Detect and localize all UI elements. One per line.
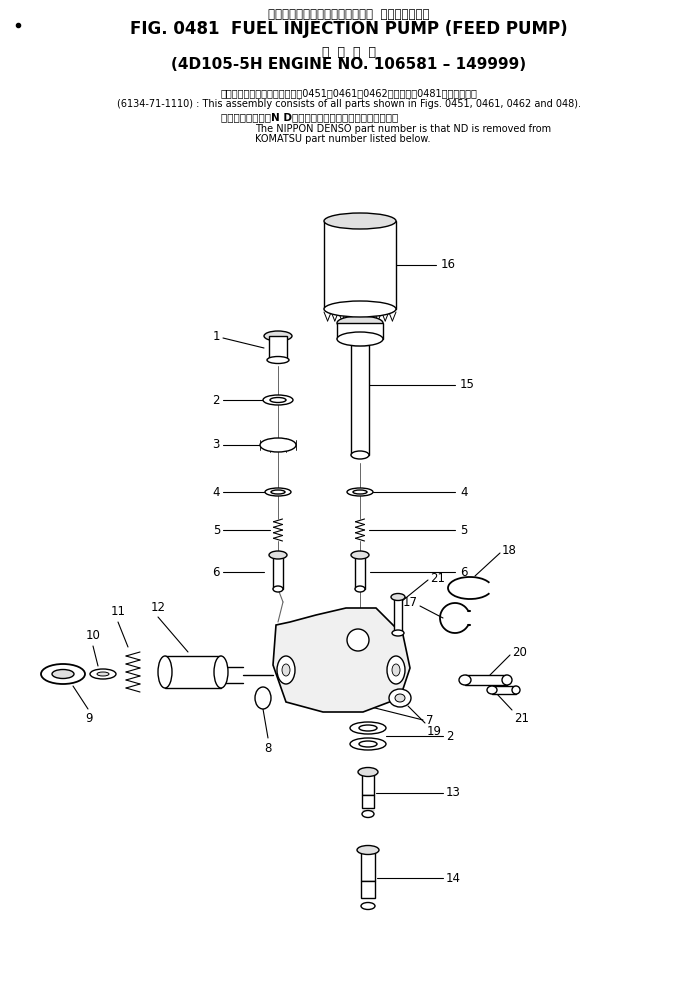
Ellipse shape (324, 213, 396, 229)
Ellipse shape (358, 767, 378, 777)
Ellipse shape (214, 656, 228, 688)
Ellipse shape (359, 725, 377, 731)
Ellipse shape (392, 664, 400, 676)
Bar (361, 881, 375, 898)
Ellipse shape (355, 586, 365, 592)
Ellipse shape (158, 656, 172, 688)
Bar (465, 675, 507, 685)
Ellipse shape (97, 672, 109, 676)
Text: FIG. 0481  FUEL INJECTION PUMP (FEED PUMP): FIG. 0481 FUEL INJECTION PUMP (FEED PUMP… (130, 20, 568, 38)
Ellipse shape (351, 451, 369, 459)
Ellipse shape (265, 488, 291, 496)
Ellipse shape (357, 845, 379, 854)
Text: KOMATSU part number listed below.: KOMATSU part number listed below. (255, 134, 431, 144)
Ellipse shape (41, 664, 85, 684)
Ellipse shape (324, 301, 396, 317)
Polygon shape (273, 608, 410, 712)
Ellipse shape (52, 670, 74, 679)
Text: 20: 20 (512, 646, 527, 659)
Text: 9: 9 (85, 712, 93, 725)
Bar (362, 772, 374, 795)
Text: 5: 5 (212, 523, 220, 536)
Text: 5: 5 (460, 523, 468, 536)
Bar (361, 850, 375, 881)
Ellipse shape (487, 686, 497, 694)
Ellipse shape (267, 357, 289, 364)
Ellipse shape (350, 738, 386, 750)
Bar (324, 221, 396, 309)
Text: 2: 2 (212, 393, 220, 406)
Text: 4: 4 (460, 486, 468, 498)
Ellipse shape (359, 741, 377, 747)
Text: このアセンブリの構成部品は第0451，0461，0462図および第0481図を見ます。: このアセンブリの構成部品は第0451，0461，0462図および第0481図を見… (221, 88, 477, 98)
Text: 8: 8 (264, 742, 272, 755)
Ellipse shape (337, 332, 383, 346)
Ellipse shape (264, 331, 292, 341)
Ellipse shape (502, 675, 512, 685)
Text: 品番のメーカ記号N Dを除いたものが日本電装の品番です。: 品番のメーカ記号N Dを除いたものが日本電装の品番です。 (222, 112, 398, 122)
Text: 12: 12 (150, 601, 166, 614)
Ellipse shape (387, 656, 405, 684)
Text: 3: 3 (212, 438, 220, 452)
Ellipse shape (362, 811, 374, 818)
Ellipse shape (350, 722, 386, 734)
Ellipse shape (255, 687, 271, 709)
Bar (394, 597, 402, 633)
Bar (273, 555, 283, 589)
Bar (337, 323, 383, 339)
Ellipse shape (389, 689, 411, 707)
Ellipse shape (270, 397, 286, 402)
Text: フェエルインジェクションボンプ  フィードボンプ: フェエルインジェクションボンプ フィードボンプ (268, 8, 430, 21)
Ellipse shape (361, 903, 375, 910)
Text: 4: 4 (212, 486, 220, 498)
Text: 2: 2 (446, 729, 454, 742)
Text: The NIPPON DENSO part number is that ND is removed from: The NIPPON DENSO part number is that ND … (255, 124, 551, 134)
Text: 16: 16 (441, 259, 456, 272)
Text: 6: 6 (212, 566, 220, 579)
Bar (355, 555, 365, 589)
Text: 6: 6 (460, 566, 468, 579)
Text: 14: 14 (446, 871, 461, 885)
Ellipse shape (391, 594, 405, 601)
Text: 21: 21 (430, 572, 445, 585)
Ellipse shape (351, 551, 369, 559)
Ellipse shape (347, 488, 373, 496)
Text: 18: 18 (502, 543, 517, 557)
Ellipse shape (459, 675, 471, 685)
Ellipse shape (263, 395, 293, 405)
Text: 13: 13 (446, 787, 461, 800)
Bar (165, 656, 221, 688)
Text: (6134-71-1110) : This assembly consists of all parts shown in Figs. 0451, 0461, : (6134-71-1110) : This assembly consists … (117, 99, 581, 109)
Text: 15: 15 (460, 379, 475, 391)
Ellipse shape (395, 694, 405, 702)
Ellipse shape (392, 630, 404, 636)
Ellipse shape (282, 664, 290, 676)
Text: 10: 10 (85, 629, 101, 642)
Ellipse shape (90, 669, 116, 679)
Bar (362, 795, 374, 808)
Text: 7: 7 (426, 714, 433, 726)
Text: 17: 17 (403, 597, 418, 609)
Text: 11: 11 (110, 605, 126, 618)
Bar (351, 345, 369, 455)
Text: (4D105-5H ENGINE NO. 106581 – 149999): (4D105-5H ENGINE NO. 106581 – 149999) (171, 57, 526, 72)
Ellipse shape (271, 490, 285, 494)
Ellipse shape (337, 316, 383, 330)
Ellipse shape (353, 490, 367, 494)
Ellipse shape (260, 438, 296, 452)
Ellipse shape (277, 656, 295, 684)
Text: 適  用  号  機: 適 用 号 機 (322, 46, 376, 59)
Bar (492, 686, 516, 694)
Text: 1: 1 (212, 329, 220, 343)
Bar (269, 336, 287, 360)
Ellipse shape (347, 629, 369, 651)
Ellipse shape (269, 551, 287, 559)
Ellipse shape (512, 686, 520, 694)
Text: 19: 19 (427, 725, 442, 738)
Text: 21: 21 (514, 712, 529, 725)
Ellipse shape (273, 586, 283, 592)
